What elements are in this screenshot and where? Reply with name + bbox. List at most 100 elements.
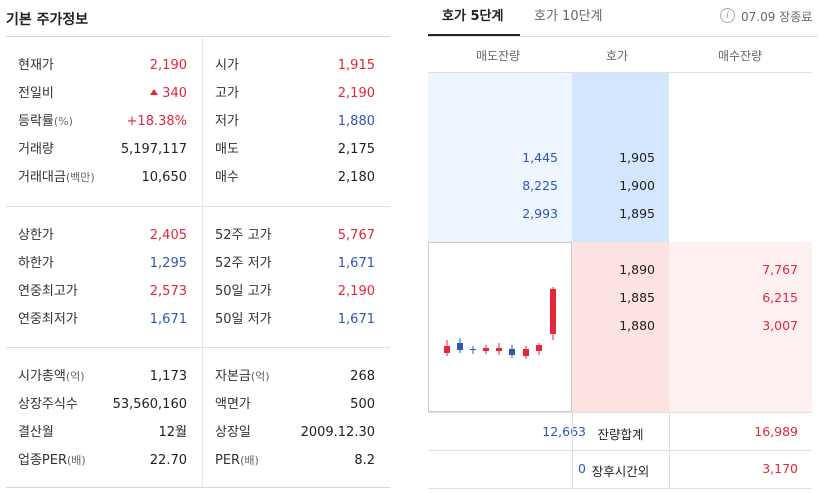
- active-tab-indicator: [428, 34, 520, 36]
- bid-price[interactable]: 1,880: [619, 318, 655, 333]
- candle-body: [483, 348, 489, 351]
- ask-qty: 2,993: [522, 206, 558, 221]
- column-divider: [202, 348, 203, 489]
- bid-price[interactable]: 1,890: [619, 262, 655, 277]
- candle-body: [536, 345, 542, 351]
- info-label: 시가: [215, 58, 239, 73]
- info-value: 1,671: [337, 312, 375, 327]
- info-row: 상한가 2,405 52주 고가 5,767: [6, 222, 390, 250]
- unit-label: (백만): [65, 171, 95, 184]
- info-row: 현재가 2,190 시가 1,915: [6, 52, 390, 80]
- info-value: 500: [350, 397, 375, 412]
- candle-body: [550, 289, 556, 334]
- info-label: 시가총액(억): [18, 369, 85, 384]
- info-row: 거래량 5,197,117 매도 2,175: [6, 136, 390, 164]
- info-label: PER(배): [215, 453, 259, 468]
- bid-price-area: [572, 242, 669, 412]
- bid-qty: 6,215: [762, 290, 798, 305]
- ask-price[interactable]: 1,900: [619, 178, 655, 193]
- up-arrow-icon: [150, 89, 159, 95]
- info-value: 5,197,117: [120, 142, 187, 157]
- info-value: 2,190: [337, 284, 375, 299]
- candle-body: [444, 346, 450, 353]
- after-hours-label: 장후시간외: [591, 464, 650, 479]
- info-value: 1,671: [149, 312, 187, 327]
- bid-price[interactable]: 1,885: [619, 290, 655, 305]
- candle-chart-svg: [444, 287, 556, 359]
- ask-price[interactable]: 1,895: [619, 206, 655, 221]
- info-label: 저가: [215, 114, 239, 129]
- info-row: 업종PER(배) 22.70 PER(배) 8.2: [6, 447, 390, 475]
- ask-price[interactable]: 1,905: [619, 150, 655, 165]
- info-row: 상장주식수 53,560,160 액면가 500: [6, 391, 390, 419]
- info-label: 고가: [215, 86, 239, 101]
- info-section: 현재가 2,190 시가 1,915 전일비 340 고가 2,190 등락률(%) +18.38…: [6, 37, 390, 207]
- info-value: 2009.12.30: [300, 425, 375, 440]
- total-ask-qty: 12,663: [542, 424, 586, 439]
- bid-qty-header: 매수잔량: [718, 49, 763, 63]
- info-label: 결산월: [18, 425, 54, 440]
- info-label: 액면가: [215, 397, 251, 412]
- info-value: 1,915: [337, 58, 375, 73]
- info-value: 5,767: [337, 228, 375, 243]
- info-label: 상장일: [215, 425, 251, 440]
- info-section: 상한가 2,405 52주 고가 5,767 하한가 1,295 52주 저가 1,671 연중…: [6, 207, 390, 348]
- info-label: 52주 저가: [215, 256, 272, 271]
- after-hours-bid-qty: 3,170: [762, 461, 798, 476]
- info-value: +18.38%: [126, 114, 187, 129]
- orderbook-bottom-border: [428, 488, 812, 489]
- unit-label: (배): [67, 454, 86, 467]
- info-label: 상한가: [18, 228, 54, 243]
- price-header: 호가: [606, 49, 629, 63]
- unit-label: (%): [53, 115, 73, 128]
- info-value: 2,175: [337, 142, 375, 157]
- info-value: 12월: [158, 425, 187, 440]
- info-row: 시가총액(억) 1,173 자본금(억) 268: [6, 363, 390, 391]
- info-value: 2,180: [337, 170, 375, 185]
- info-row: 전일비 340 고가 2,190: [6, 80, 390, 108]
- divider: [669, 412, 670, 488]
- info-label: 현재가: [18, 58, 54, 73]
- column-divider: [202, 207, 203, 347]
- ask-qty: 8,225: [522, 178, 558, 193]
- ask-area: [428, 73, 572, 242]
- info-label: 업종PER(배): [18, 453, 86, 468]
- tab-10-levels[interactable]: 호가 10단계: [534, 9, 603, 24]
- ask-price-area: [572, 73, 669, 242]
- info-icon[interactable]: i: [720, 8, 735, 23]
- info-label: 50일 고가: [215, 284, 272, 299]
- after-hours-row: 0 장후시간외 3,170: [428, 450, 812, 488]
- info-value: 8.2: [354, 453, 375, 468]
- ask-qty: 1,445: [522, 150, 558, 165]
- info-label: 연중최고가: [18, 284, 78, 299]
- bid-qty: 7,767: [762, 262, 798, 277]
- bid-qty: 3,007: [762, 318, 798, 333]
- info-label: 거래대금(백만): [18, 170, 95, 185]
- info-row: 등락률(%) +18.38% 저가 1,880: [6, 108, 390, 136]
- tab-5-levels[interactable]: 호가 5단계: [442, 9, 504, 24]
- candle-body: [509, 349, 515, 355]
- info-label: 52주 고가: [215, 228, 272, 243]
- bid-area: [669, 242, 812, 412]
- unit-label: (배): [240, 454, 259, 467]
- unit-label: (억): [250, 370, 270, 383]
- after-hours-ask-qty: 0: [578, 461, 586, 476]
- ask-qty-header: 매도잔량: [476, 49, 521, 63]
- info-value: 2,405: [149, 228, 187, 243]
- info-row: 거래대금(백만) 10,650 매수 2,180: [6, 164, 390, 192]
- info-row: 결산월 12월 상장일 2009.12.30: [6, 419, 390, 447]
- info-value: 2,573: [149, 284, 187, 299]
- total-bid-qty: 16,989: [754, 424, 798, 439]
- info-value: 53,560,160: [112, 397, 187, 412]
- info-value: 2,190: [337, 86, 375, 101]
- candle-body: [457, 343, 463, 350]
- info-value: 1,880: [337, 114, 375, 129]
- mini-candle-chart: [428, 242, 572, 412]
- info-label: 등락률(%): [18, 114, 73, 129]
- info-label: 자본금(억): [215, 369, 270, 384]
- info-label: 매도: [215, 142, 239, 157]
- info-label: 상장주식수: [18, 397, 78, 412]
- basic-stock-info-panel: 현재가 2,190 시가 1,915 전일비 340 고가 2,190 등락률(%) +18.38…: [6, 36, 390, 489]
- orderbook-tabs: 호가 5단계 호가 10단계 i 07.09 장종료: [428, 0, 818, 37]
- info-label: 매수: [215, 170, 239, 185]
